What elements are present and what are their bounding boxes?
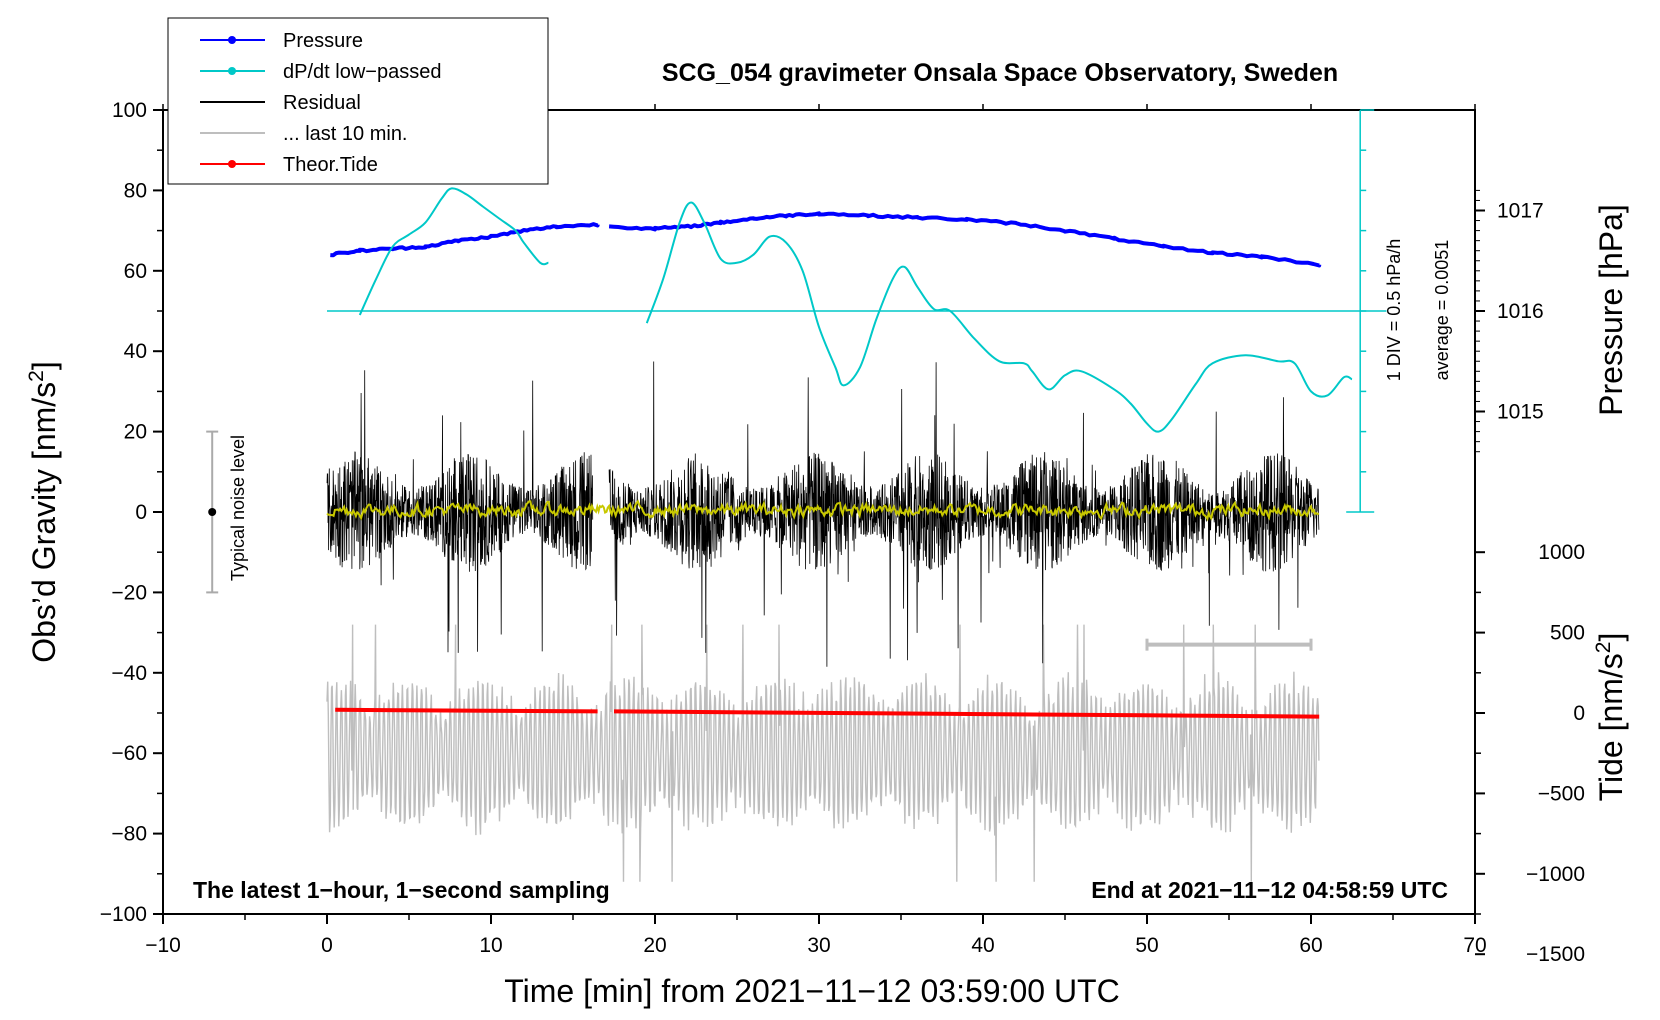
x-axis-title: Time [min] from 2021−11−12 03:59:00 UTC bbox=[504, 973, 1119, 1009]
residual-series bbox=[326, 370, 594, 653]
note-sampling: The latest 1−hour, 1−second sampling bbox=[193, 877, 610, 903]
y-axis-title-sup: 2 bbox=[25, 370, 48, 382]
y-axis-title-main: Obs’d Gravity [nm/s bbox=[26, 382, 62, 663]
tide-tick-label: −1500 bbox=[1526, 943, 1585, 966]
pressure-series bbox=[330, 222, 600, 258]
tide-tick-label: −1000 bbox=[1526, 863, 1585, 886]
chart-title: SCG_054 gravimeter Onsala Space Observat… bbox=[662, 59, 1338, 87]
y-tick-label: 40 bbox=[124, 340, 147, 363]
dpdt-average-label: average = 0.0051 bbox=[1432, 240, 1452, 381]
pressure-tick-label: 1015 bbox=[1497, 401, 1544, 424]
legend-label: ... last 10 min. bbox=[283, 123, 408, 145]
tide-tick-label: −500 bbox=[1538, 782, 1585, 805]
x-tick-label: 40 bbox=[971, 934, 994, 957]
pressure-tick-label: 1017 bbox=[1497, 200, 1544, 223]
x-tick-label: 20 bbox=[643, 934, 666, 957]
y-tick-label: −60 bbox=[111, 742, 147, 765]
tide-axis-title-sup: 2 bbox=[1592, 642, 1615, 654]
noise-level-center-dot bbox=[208, 508, 217, 516]
y-tick-label: −40 bbox=[111, 662, 147, 685]
series-layer bbox=[326, 187, 1353, 882]
y-tick-label: 80 bbox=[124, 179, 147, 202]
x-tick-label: 0 bbox=[321, 934, 333, 957]
y-tick-label: −80 bbox=[111, 823, 147, 846]
axis-ticks: −10 0 10 20 30 40 50 60 70−100−80−60−40−20020406… bbox=[100, 99, 1585, 966]
theoretical-tide-series bbox=[613, 709, 1320, 719]
note-end-time: End at 2021−11−12 04:58:59 UTC bbox=[1091, 877, 1448, 903]
y-tick-label: 60 bbox=[124, 260, 147, 283]
tide-tick-label: 1000 bbox=[1538, 541, 1585, 564]
legend-marker bbox=[228, 36, 236, 44]
y-axis-title-close: ] bbox=[26, 361, 62, 370]
y-axis-title: Obs’d Gravity [nm/s2] bbox=[25, 361, 62, 663]
legend-marker bbox=[228, 67, 236, 75]
legend: Pressure dP/dt low−passed Residual ... last… bbox=[167, 17, 549, 185]
noise-level-label: Typical noise level bbox=[228, 435, 248, 581]
legend-items: Pressure dP/dt low−passed Residual ... last… bbox=[200, 30, 441, 176]
tide-axis-title-close: ] bbox=[1593, 633, 1629, 642]
y-tick-label: −100 bbox=[100, 903, 147, 926]
last-10-min-series bbox=[326, 624, 1320, 882]
tide-axis-title: Tide [nm/s2] bbox=[1592, 633, 1629, 802]
pressure-tick-label: 1016 bbox=[1497, 300, 1544, 323]
tide-axis-title-main: Tide [nm/s bbox=[1593, 653, 1629, 801]
x-tick-label: 10 bbox=[479, 934, 502, 957]
tide-tick-label: 500 bbox=[1550, 622, 1585, 645]
dpdt-div-label: 1 DIV = 0.5 hPa/h bbox=[1384, 239, 1404, 382]
overlay-layer bbox=[206, 109, 1387, 651]
legend-label: Pressure bbox=[283, 30, 363, 52]
legend-label: dP/dt low−passed bbox=[283, 61, 441, 83]
residual-smoothed-series bbox=[326, 499, 1320, 522]
x-tick-label: 70 bbox=[1463, 934, 1486, 957]
x-tick-label: −10 bbox=[145, 934, 181, 957]
legend-marker bbox=[228, 160, 236, 168]
y-tick-label: −20 bbox=[111, 581, 147, 604]
pressure-axis-title: Pressure [hPa] bbox=[1593, 204, 1629, 416]
x-tick-label: 30 bbox=[807, 934, 830, 957]
pressure-series bbox=[608, 211, 1322, 268]
dpdt-series bbox=[358, 187, 549, 316]
legend-label: Theor.Tide bbox=[283, 154, 378, 176]
dpdt-series bbox=[645, 201, 1353, 433]
tide-tick-label: 0 bbox=[1573, 702, 1585, 725]
legend-label: Residual bbox=[283, 92, 361, 114]
residual-series bbox=[608, 361, 1320, 667]
y-tick-label: 20 bbox=[124, 421, 147, 444]
y-tick-label: 0 bbox=[135, 501, 147, 524]
x-tick-label: 60 bbox=[1299, 934, 1322, 957]
theoretical-tide-series bbox=[335, 707, 598, 714]
x-tick-label: 50 bbox=[1135, 934, 1158, 957]
y-tick-label: 100 bbox=[112, 99, 147, 122]
